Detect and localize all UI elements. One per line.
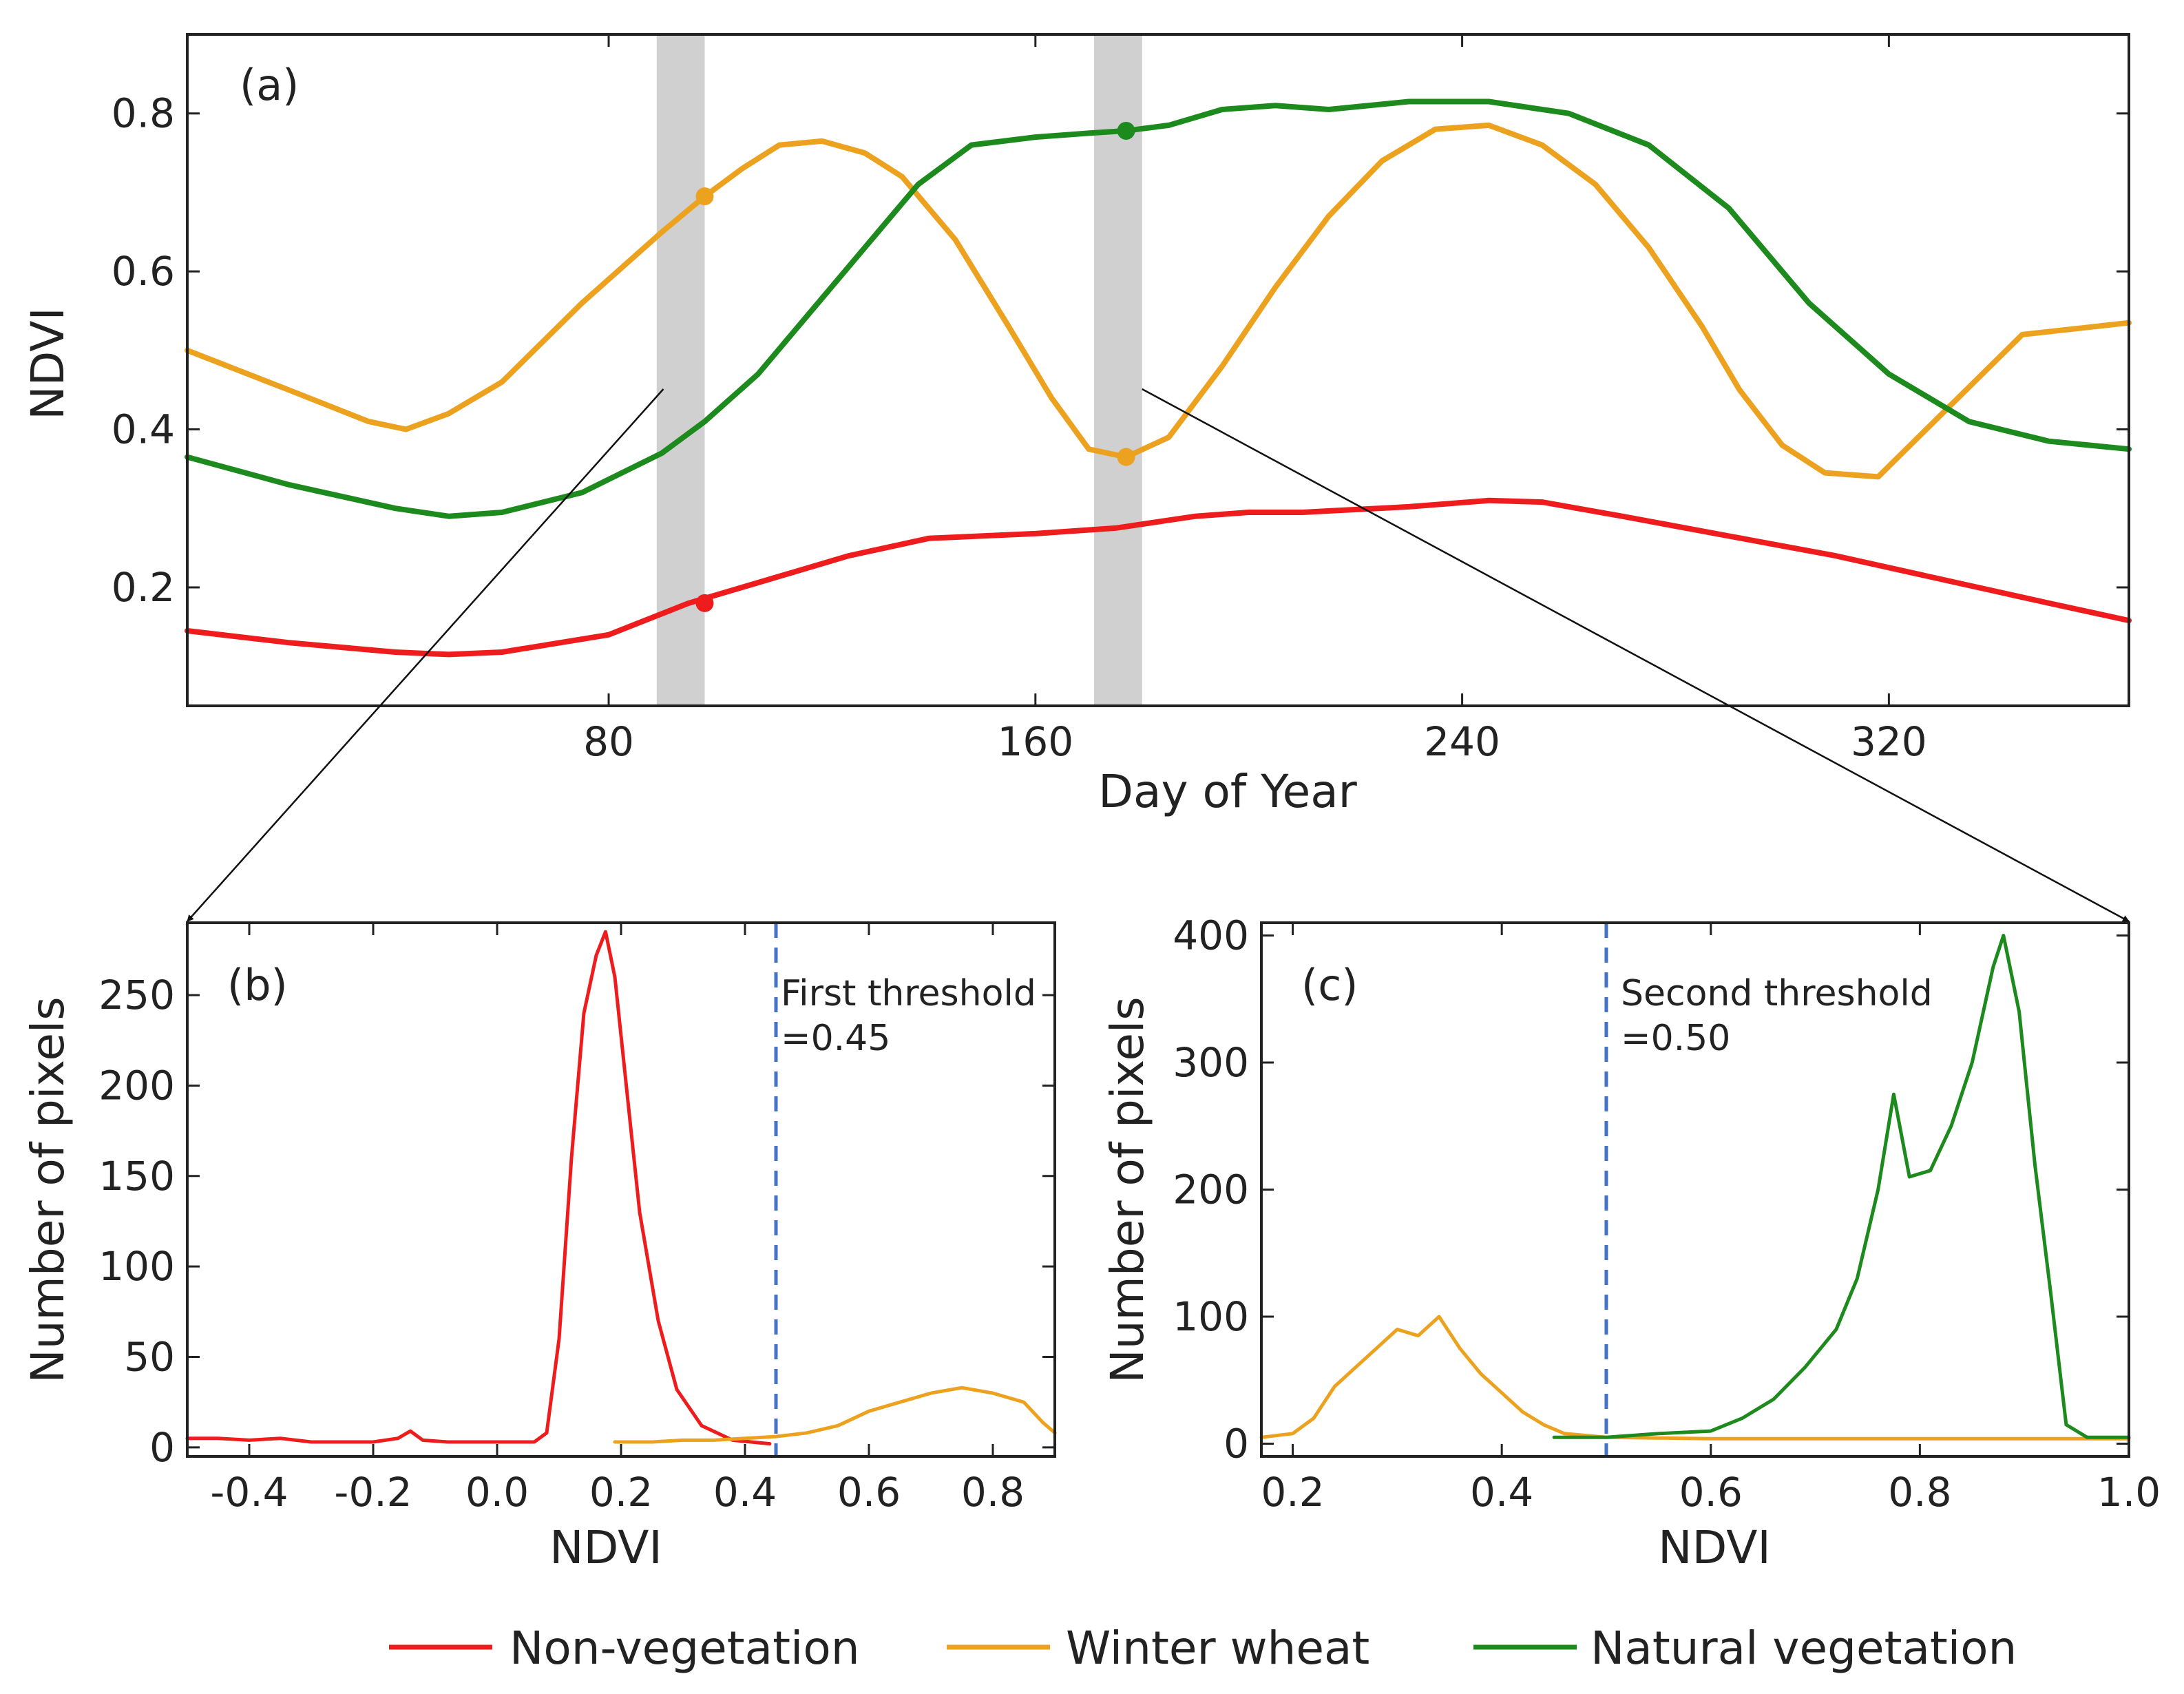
x-tick-label: 0.6 (1679, 1469, 1743, 1516)
x-tick-label: 0.8 (1888, 1469, 1951, 1516)
y-tick-label: 100 (1173, 1293, 1249, 1340)
y-tick-label: 150 (98, 1153, 175, 1200)
y-tick-label: 0 (1224, 1421, 1249, 1467)
series-line-non-vegetation (185, 497, 2132, 658)
series-line-non-vegetation (185, 930, 772, 1446)
panel-b-y-axis-title: Number of pixels (21, 996, 74, 1383)
x-tick-label: 80 (583, 718, 634, 765)
panel-c-x-axis-title: NDVI (1658, 1521, 1771, 1574)
panel-a-frame (186, 33, 2130, 707)
y-tick-label: 200 (98, 1062, 175, 1109)
panel-b-ticks: -0.4 -0.2 0.0 0.2 0.4 0.6 0.8 0 50 100 150 200 250 (98, 923, 1055, 1516)
panel-b-threshold-label: First threshold (781, 973, 1036, 1014)
legend-label-non-vegetation: Non-vegetation (510, 1622, 860, 1675)
x-tick-label: 0.4 (1470, 1469, 1533, 1516)
connector-arrow-c (1142, 388, 2130, 923)
x-tick-label: 0.0 (465, 1469, 529, 1516)
panel-c-y-axis-title: Number of pixels (1101, 996, 1154, 1383)
x-tick-label: 0.2 (589, 1469, 653, 1516)
marker-non-vegetation-day-98 (695, 594, 714, 612)
y-tick-label: 400 (1173, 912, 1249, 959)
marker-winter-wheat-day-98 (695, 187, 714, 206)
x-tick-label: 1.0 (2097, 1469, 2161, 1516)
panel-c: 0.2 0.4 0.6 0.8 1.0 0 100 200 300 400 (c) Second … (1101, 912, 2161, 1574)
x-tick-label: 0.2 (1261, 1469, 1324, 1516)
series-line-winter-wheat (1259, 1315, 2131, 1441)
panel-c-threshold-value: =0.50 (1621, 1018, 1730, 1059)
panel-a-shaded-windows (656, 34, 1142, 706)
legend-label-winter-wheat: Winter wheat (1066, 1622, 1369, 1675)
panel-a-label: (a) (240, 60, 299, 110)
series-line-natural-vegetation (1552, 934, 2131, 1439)
y-tick-label: 250 (98, 972, 175, 1018)
x-tick-label: 320 (1851, 718, 1927, 765)
y-tick-label: 300 (1173, 1039, 1249, 1086)
marker-natural-vegetation-day-177 (1117, 121, 1135, 140)
panel-c-threshold-label: Second threshold (1621, 973, 1933, 1014)
marker-winter-wheat-day-177 (1117, 448, 1135, 466)
legend-label-natural-vegetation: Natural vegetation (1590, 1622, 2017, 1675)
y-tick-label: 100 (98, 1243, 175, 1290)
panel-b-series (185, 930, 1057, 1446)
x-tick-label: 0.6 (837, 1469, 901, 1516)
x-tick-label: -0.2 (334, 1469, 412, 1516)
y-tick-label: 0.2 (112, 564, 175, 611)
x-tick-label: 160 (997, 718, 1073, 765)
connector-arrow-b (187, 388, 664, 922)
panel-c-ticks: 0.2 0.4 0.6 0.8 1.0 0 100 200 300 400 (1173, 912, 2161, 1516)
panel-b-x-axis-title: NDVI (549, 1521, 662, 1574)
panel-b-label: (b) (227, 960, 288, 1010)
y-tick-label: 0 (149, 1424, 175, 1471)
panel-a-series (185, 98, 2132, 658)
panel-a-ticks: 80 160 240 320 0.2 0.4 0.6 0.8 (112, 34, 2129, 765)
panel-a-x-axis-title: Day of Year (1098, 765, 1357, 818)
shaded-window-2 (1094, 34, 1142, 706)
x-tick-label: 0.8 (961, 1469, 1025, 1516)
series-line-natural-vegetation (185, 98, 2132, 519)
panel-b: -0.4 -0.2 0.0 0.2 0.4 0.6 0.8 0 50 100 150 200 250 (… (21, 921, 1057, 1574)
panel-c-label: (c) (1301, 960, 1358, 1010)
y-tick-label: 0.6 (112, 248, 175, 295)
y-tick-label: 0.4 (112, 406, 175, 453)
x-tick-label: 0.4 (713, 1469, 777, 1516)
x-tick-label: -0.4 (210, 1469, 288, 1516)
x-tick-label: 240 (1424, 718, 1500, 765)
panel-a-y-axis-title: NDVI (21, 307, 74, 420)
series-line-winter-wheat (613, 1385, 1057, 1444)
y-tick-label: 50 (124, 1334, 175, 1381)
y-tick-label: 200 (1173, 1167, 1249, 1213)
panel-a-markers (695, 121, 1135, 612)
y-tick-label: 0.8 (112, 90, 175, 137)
panel-b-threshold-value: =0.45 (781, 1018, 890, 1059)
panel-c-series (1259, 934, 2131, 1441)
zoom-connectors (187, 388, 2130, 923)
legend: Non-vegetation Winter wheat Natural vege… (389, 1622, 2017, 1675)
series-line-winter-wheat (185, 122, 2132, 480)
shaded-window-1 (656, 34, 705, 706)
